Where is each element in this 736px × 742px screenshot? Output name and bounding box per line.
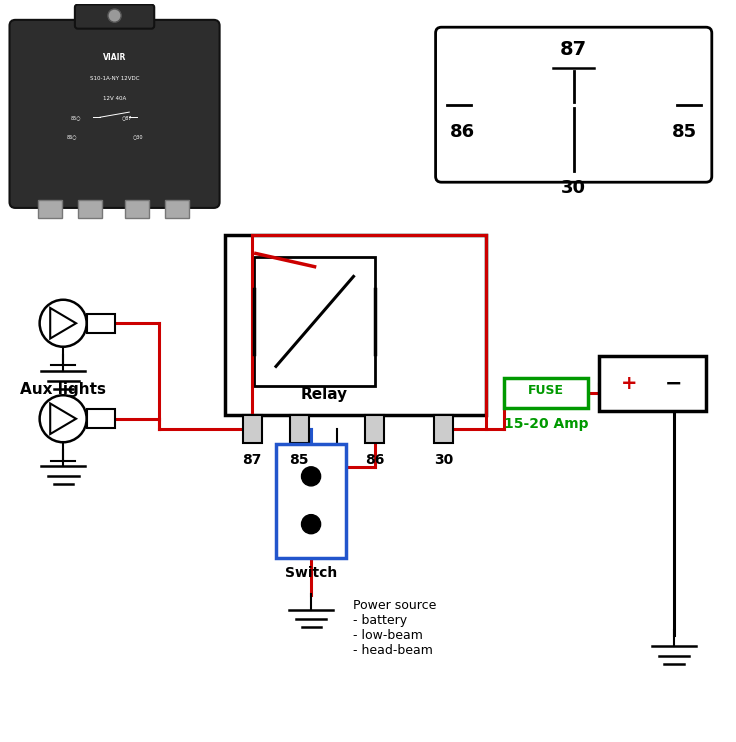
Bar xyxy=(289,415,308,443)
Text: Relay: Relay xyxy=(300,387,347,402)
Text: Aux lights: Aux lights xyxy=(20,382,106,397)
Text: 85○: 85○ xyxy=(71,115,81,119)
Bar xyxy=(125,200,149,218)
Bar xyxy=(276,444,346,558)
Text: 85: 85 xyxy=(672,123,697,141)
Bar xyxy=(434,415,453,443)
Circle shape xyxy=(40,300,87,347)
Text: FUSE: FUSE xyxy=(528,384,564,397)
Text: 85: 85 xyxy=(289,453,309,467)
Text: 87: 87 xyxy=(242,453,262,467)
Bar xyxy=(87,409,115,428)
Text: 30: 30 xyxy=(434,453,453,467)
Text: S10-1A-NY 12VDC: S10-1A-NY 12VDC xyxy=(90,76,139,81)
Text: ○87: ○87 xyxy=(122,115,132,119)
Text: +: + xyxy=(621,375,637,393)
Text: ○30: ○30 xyxy=(133,134,144,139)
Text: 86○: 86○ xyxy=(67,134,77,139)
Text: VIAIR: VIAIR xyxy=(103,53,127,62)
Text: 12V 40A: 12V 40A xyxy=(103,96,126,100)
FancyBboxPatch shape xyxy=(75,4,155,29)
Bar xyxy=(38,200,62,218)
Bar xyxy=(77,200,102,218)
Text: Switch: Switch xyxy=(285,565,337,580)
Text: 86: 86 xyxy=(450,123,475,141)
Text: 87: 87 xyxy=(560,40,587,59)
Polygon shape xyxy=(50,308,76,338)
Bar xyxy=(504,378,588,408)
Text: Power source
- battery
- low-beam
- head-beam: Power source - battery - low-beam - head… xyxy=(353,599,436,657)
FancyBboxPatch shape xyxy=(10,20,219,208)
Text: 30: 30 xyxy=(561,179,586,197)
Bar xyxy=(87,314,115,333)
Circle shape xyxy=(40,395,87,442)
Text: −: − xyxy=(665,374,683,394)
Polygon shape xyxy=(50,404,76,434)
Bar xyxy=(243,415,262,443)
Bar xyxy=(599,356,706,411)
Bar xyxy=(224,235,486,415)
Circle shape xyxy=(108,9,121,22)
Text: 86: 86 xyxy=(365,453,384,467)
Circle shape xyxy=(302,515,321,533)
Bar xyxy=(365,415,384,443)
Bar xyxy=(165,200,189,218)
Bar xyxy=(254,257,375,386)
Circle shape xyxy=(302,467,321,486)
FancyBboxPatch shape xyxy=(436,27,712,183)
Text: 15-20 Amp: 15-20 Amp xyxy=(504,416,588,430)
